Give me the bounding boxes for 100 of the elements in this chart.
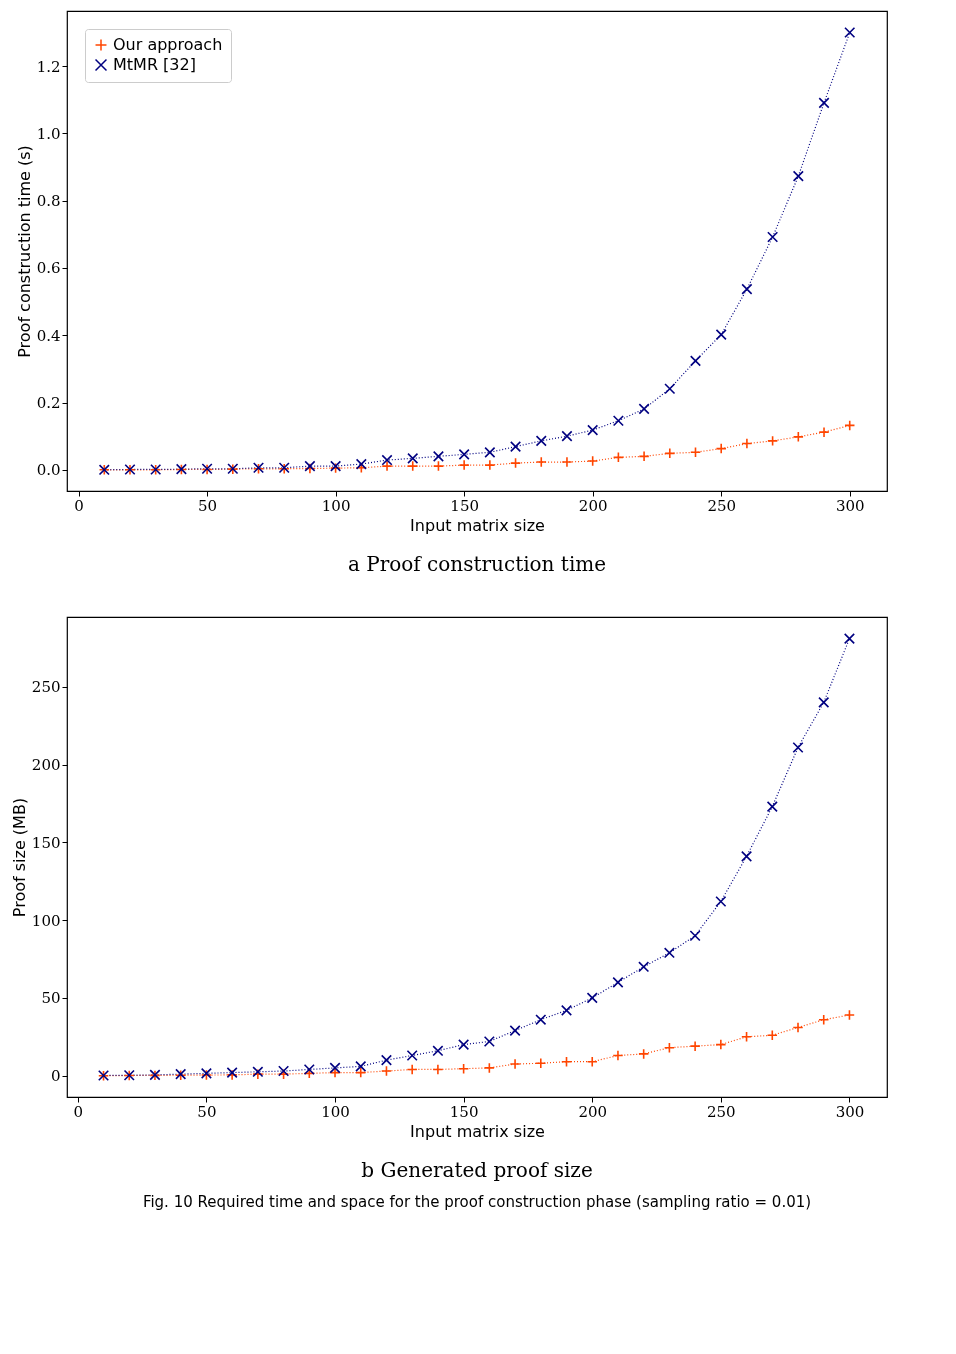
point <box>741 283 753 295</box>
point <box>638 450 650 462</box>
x-tick-label: 250 <box>707 1102 736 1121</box>
x-tick-label: 100 <box>321 1102 350 1121</box>
point <box>689 930 701 942</box>
point <box>818 696 830 708</box>
point <box>560 1004 573 1016</box>
point <box>509 1025 521 1037</box>
y-tick-label: 0.2 <box>36 394 61 413</box>
point <box>535 1014 547 1026</box>
point <box>406 1049 418 1062</box>
point <box>535 456 547 468</box>
y-tick-label: 1.0 <box>36 124 61 143</box>
x-tick-label: 150 <box>449 1102 479 1121</box>
x-tick-label: 300 <box>835 496 865 515</box>
point <box>303 1063 315 1076</box>
point <box>612 976 624 988</box>
point <box>560 1056 573 1068</box>
y-axis-title: Proof construction time (s) <box>14 145 34 358</box>
point <box>689 446 702 458</box>
point <box>792 1021 804 1034</box>
point <box>843 1009 855 1021</box>
point <box>715 1039 727 1051</box>
text: b Generated proof size <box>361 1158 593 1182</box>
point <box>509 1058 521 1070</box>
caption: Fig. 10 Required time and space for the proof construction phase (sampling ratio = 0.01) <box>142 1193 812 1211</box>
point <box>767 231 779 243</box>
point <box>381 460 393 472</box>
point <box>381 454 393 466</box>
point <box>638 403 650 415</box>
point <box>484 446 496 458</box>
point <box>432 460 444 472</box>
point <box>766 801 778 813</box>
point <box>586 992 598 1004</box>
point <box>406 1063 418 1076</box>
point <box>741 1031 753 1043</box>
point <box>844 26 856 39</box>
x-tick-label: 300 <box>835 1102 865 1121</box>
text: a Proof construction time <box>347 552 607 576</box>
point <box>689 355 702 367</box>
point <box>586 1056 598 1068</box>
point <box>638 1048 650 1060</box>
point <box>483 1062 495 1074</box>
point <box>432 450 444 462</box>
point <box>561 430 573 442</box>
y-tick-label: 200 <box>31 756 61 775</box>
point <box>587 424 599 436</box>
x-tick-label: 50 <box>198 496 218 515</box>
x-tick-label: 200 <box>578 496 608 515</box>
point <box>664 447 676 459</box>
legend-label: MtMR [32] <box>113 55 196 74</box>
point <box>458 459 470 471</box>
x-tick-label: 0 <box>73 1102 84 1121</box>
point <box>689 1040 701 1052</box>
point <box>792 170 804 182</box>
point <box>741 850 753 862</box>
point <box>329 1062 341 1074</box>
legend-label: Our approach <box>113 35 223 54</box>
point <box>587 455 599 467</box>
x-axis-title: Input matrix size <box>410 515 545 535</box>
point <box>612 1049 624 1062</box>
point <box>844 419 856 431</box>
point <box>407 460 419 472</box>
y-tick-label: 1.2 <box>36 57 61 76</box>
point <box>715 329 727 341</box>
point <box>741 438 753 450</box>
point <box>355 1067 367 1079</box>
point <box>458 1063 470 1075</box>
point <box>715 895 727 908</box>
y-tick-label: 0.6 <box>36 259 61 278</box>
point <box>484 459 496 471</box>
point <box>664 383 676 395</box>
point <box>561 456 573 468</box>
point <box>818 97 830 109</box>
point <box>407 452 419 464</box>
x-tick-label: 200 <box>578 1102 608 1121</box>
point <box>663 1042 675 1054</box>
y-tick-label: 50 <box>41 989 61 1008</box>
point <box>432 1045 444 1057</box>
point <box>792 431 804 443</box>
y-tick-label: 0.4 <box>36 326 61 345</box>
point <box>612 415 624 427</box>
point <box>663 947 675 959</box>
point <box>843 633 855 645</box>
point <box>535 435 547 447</box>
point <box>792 741 804 754</box>
point <box>483 1035 495 1048</box>
y-tick-label: 0 <box>50 1067 61 1086</box>
point <box>612 451 624 463</box>
x-tick-label: 250 <box>707 496 737 515</box>
y-tick-label: 0.0 <box>36 461 61 480</box>
x-tick-label: 150 <box>450 496 479 515</box>
point <box>510 441 522 453</box>
point <box>458 1039 470 1051</box>
point <box>638 961 650 973</box>
y-tick-label: 250 <box>31 678 61 697</box>
point <box>535 1057 547 1069</box>
x-tick-label: 0 <box>74 496 84 515</box>
y-tick-label: 150 <box>31 833 61 852</box>
point <box>380 1054 392 1066</box>
